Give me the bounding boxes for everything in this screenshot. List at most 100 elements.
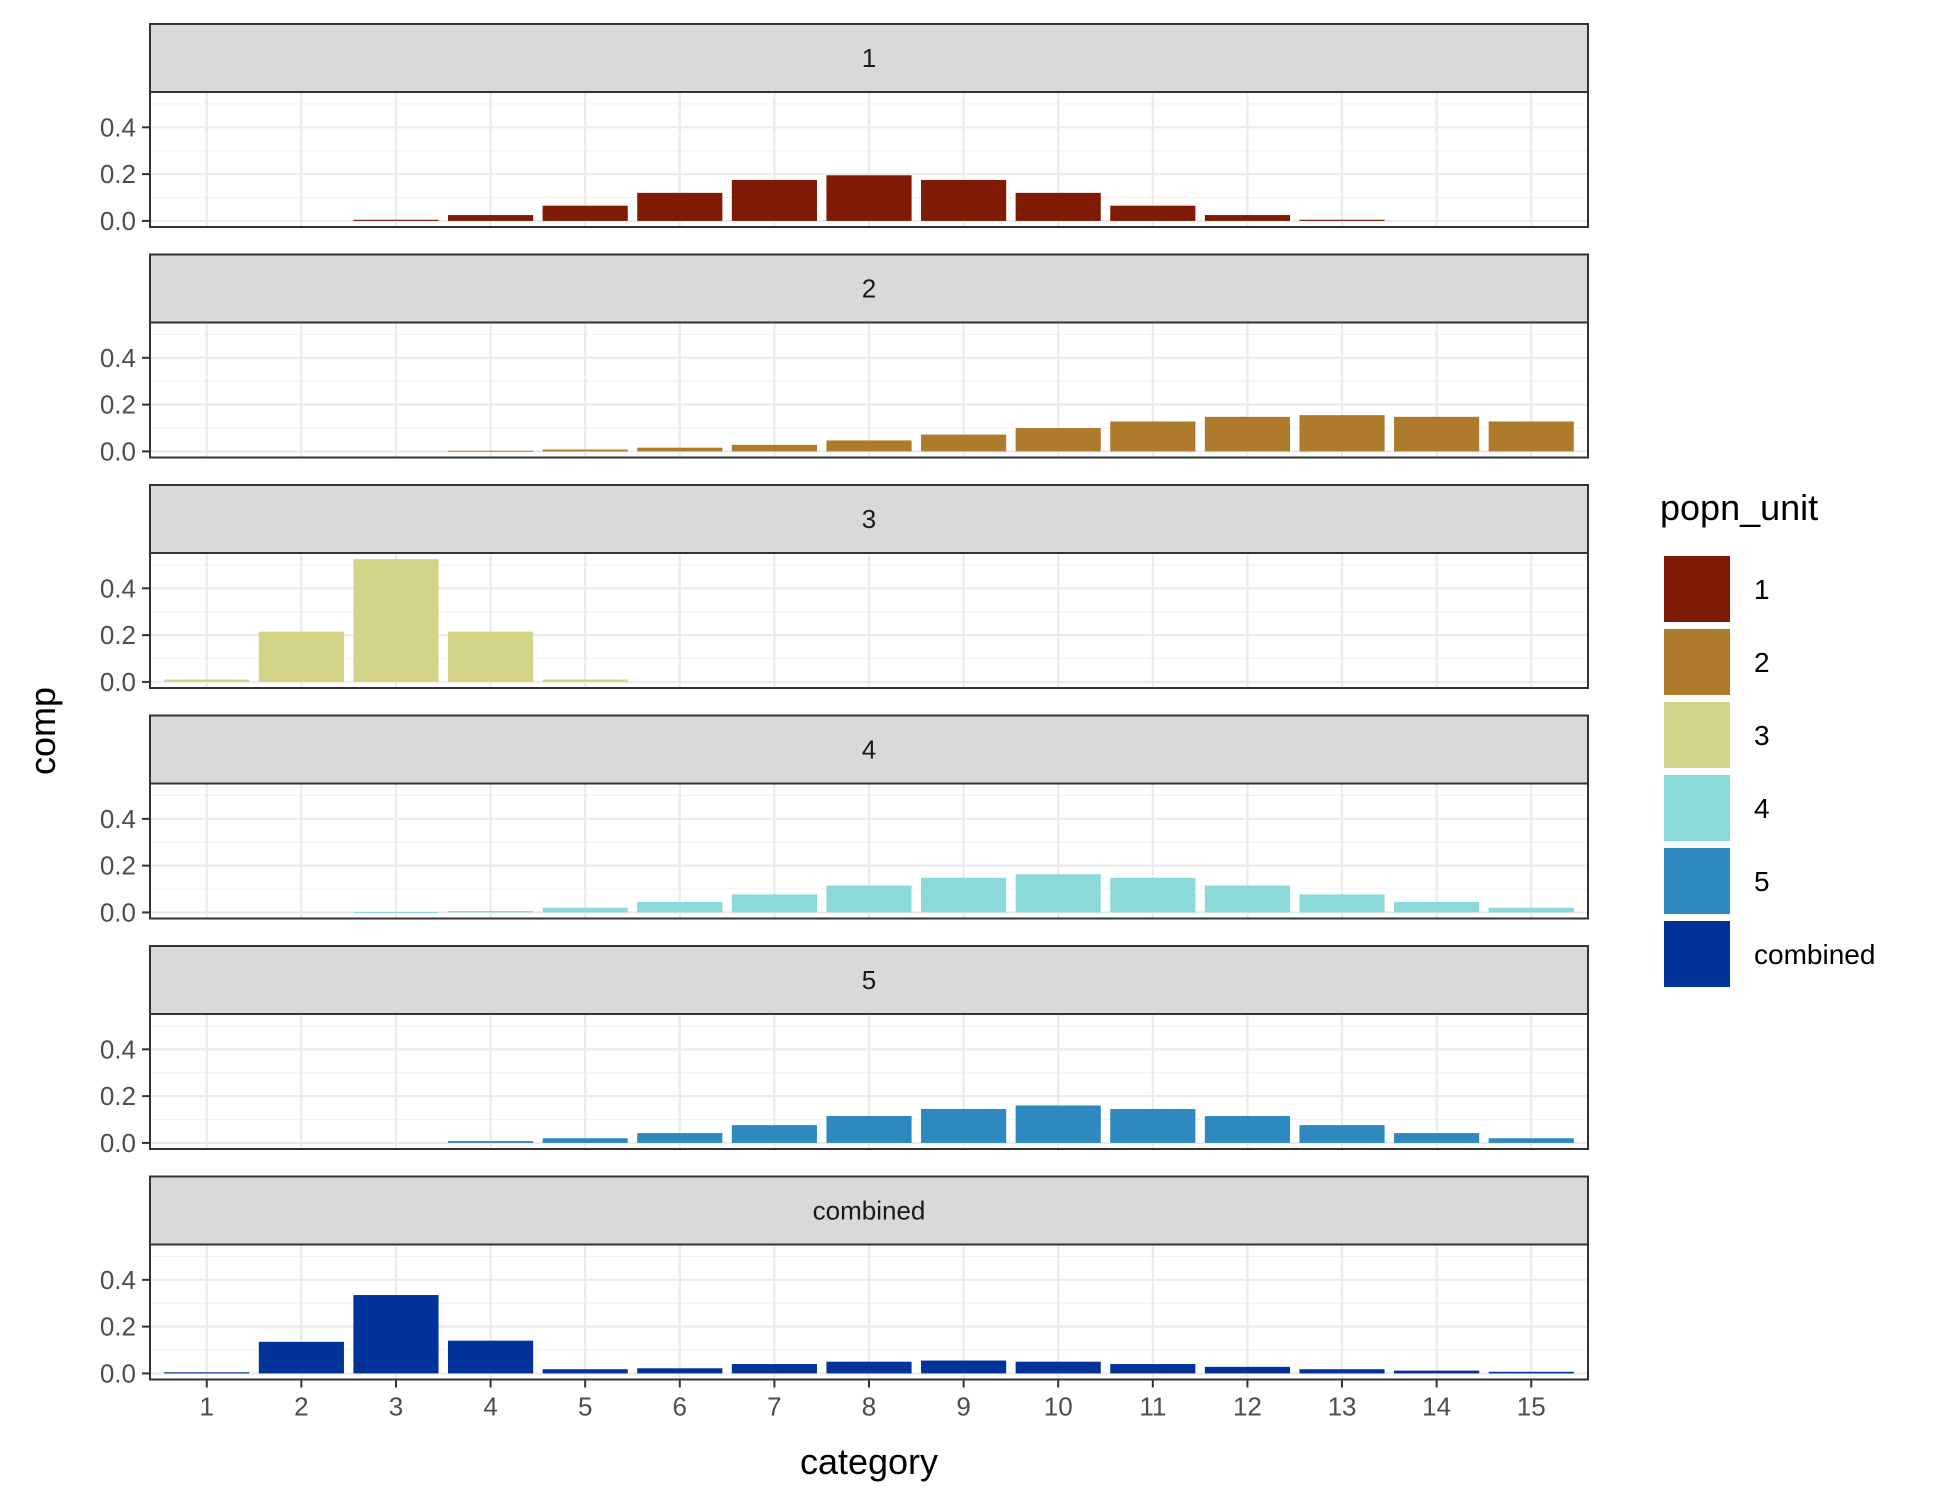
bar <box>1110 421 1196 452</box>
bar <box>1204 215 1290 221</box>
bar <box>1110 205 1196 221</box>
legend-key <box>1664 629 1730 695</box>
facet-strip <box>149 714 1589 785</box>
bar <box>921 434 1007 452</box>
facet-panel: 4 0.0 0.2 0.4 <box>100 714 1589 927</box>
facet-strip <box>149 253 1589 324</box>
y-tick-label: 0.2 <box>100 159 136 189</box>
bar <box>731 179 817 221</box>
bar <box>731 444 817 452</box>
legend-label: combined <box>1754 939 1875 970</box>
bar <box>448 911 534 913</box>
panel-border <box>149 782 1589 920</box>
bar <box>826 1361 912 1374</box>
y-tick-label: 0.0 <box>100 667 136 697</box>
bar <box>637 1133 723 1143</box>
bar <box>1015 1105 1101 1143</box>
facet-strip-label: combined <box>813 1196 926 1226</box>
bar <box>1110 877 1196 913</box>
legend: popn_unit 1 2 3 4 5 combined <box>1660 487 1875 987</box>
x-tick-label: 5 <box>578 1392 592 1422</box>
bar <box>353 559 439 682</box>
legend-label: 3 <box>1754 720 1770 751</box>
y-tick-label: 0.4 <box>100 112 136 142</box>
bar <box>637 192 723 221</box>
facet-strip-label: 2 <box>862 274 876 304</box>
bar <box>1394 1133 1480 1143</box>
y-tick-label: 0.0 <box>100 1128 136 1158</box>
bar <box>164 1372 250 1374</box>
y-tick-label: 0.4 <box>100 1034 136 1064</box>
facet-panels: 1 0.0 0.2 0.4 2 0.0 0.2 0.4 3 0.0 0.2 0.4 4 0.0 0.2 0.4… <box>100 23 1589 1388</box>
y-tick-label: 0.2 <box>100 1081 136 1111</box>
bar <box>1204 416 1290 452</box>
bar <box>1299 1125 1385 1143</box>
bar <box>542 1369 628 1374</box>
bar <box>258 631 344 682</box>
y-tick-label: 0.4 <box>100 573 136 603</box>
bar <box>542 449 628 452</box>
bar <box>542 205 628 221</box>
bar <box>542 679 628 682</box>
x-tick-label: 1 <box>200 1392 214 1422</box>
bar <box>637 1368 723 1374</box>
facet-strip <box>149 484 1589 554</box>
bar <box>637 901 723 913</box>
y-tick-label: 0.0 <box>100 897 136 927</box>
facet-panel: combined 0.0 0.2 0.4 <box>100 1175 1589 1388</box>
legend-key <box>1664 921 1730 987</box>
x-tick-label: 8 <box>862 1392 876 1422</box>
bar <box>921 1360 1007 1374</box>
bar <box>921 1108 1007 1143</box>
facet-panel: 3 0.0 0.2 0.4 <box>100 484 1589 697</box>
bar <box>542 907 628 913</box>
legend-title: popn_unit <box>1660 487 1818 528</box>
bar <box>921 179 1007 221</box>
facet-panel: 1 0.0 0.2 0.4 <box>100 23 1589 236</box>
facet-panel: 2 0.0 0.2 0.4 <box>100 253 1589 466</box>
y-tick-label: 0.0 <box>100 436 136 466</box>
bar <box>826 1116 912 1143</box>
bar <box>353 219 439 221</box>
x-tick-label: 15 <box>1517 1392 1546 1422</box>
panel-border <box>149 1013 1589 1150</box>
bar <box>1299 415 1385 452</box>
y-tick-label: 0.0 <box>100 1358 136 1388</box>
x-axis: 1 2 3 4 5 6 7 8 9 10 11 12 13 14 15 <box>200 1379 1546 1422</box>
y-tick-label: 0.4 <box>100 343 136 373</box>
facet-strip-label: 3 <box>862 504 876 534</box>
bar <box>1204 1116 1290 1143</box>
bar <box>1015 428 1101 452</box>
bar <box>1015 1361 1101 1374</box>
y-tick-label: 0.2 <box>100 1312 136 1342</box>
x-tick-label: 2 <box>294 1392 308 1422</box>
legend-label: 4 <box>1754 793 1770 824</box>
facet-strip-label: 5 <box>862 965 876 995</box>
facet-panel: 5 0.0 0.2 0.4 <box>100 945 1589 1158</box>
x-tick-label: 9 <box>956 1392 970 1422</box>
x-tick-label: 12 <box>1233 1392 1262 1422</box>
bar <box>1394 416 1480 452</box>
bar <box>731 894 817 913</box>
x-tick-label: 3 <box>389 1392 403 1422</box>
legend-key <box>1664 702 1730 768</box>
bar <box>1394 901 1480 913</box>
y-tick-label: 0.2 <box>100 851 136 881</box>
legend-key <box>1664 775 1730 841</box>
panel-border <box>149 91 1589 228</box>
bar <box>921 877 1007 913</box>
y-tick-label: 0.4 <box>100 1265 136 1295</box>
legend-key <box>1664 848 1730 914</box>
bar <box>1488 907 1574 913</box>
legend-label: 5 <box>1754 866 1770 897</box>
bar <box>1204 1366 1290 1374</box>
x-tick-label: 10 <box>1044 1392 1073 1422</box>
bar <box>826 885 912 913</box>
legend-label: 2 <box>1754 647 1770 678</box>
bar <box>448 631 534 682</box>
legend-label: 1 <box>1754 574 1770 605</box>
bar <box>1110 1108 1196 1143</box>
bar <box>826 175 912 221</box>
bar <box>826 440 912 452</box>
bar <box>1299 894 1385 913</box>
